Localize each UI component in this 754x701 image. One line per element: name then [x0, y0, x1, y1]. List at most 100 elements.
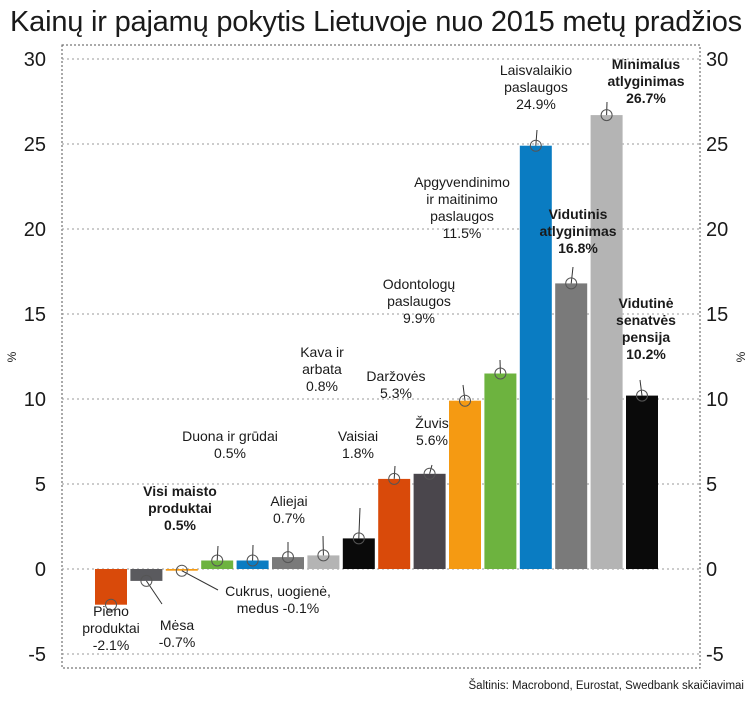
- bar-label: 10.2%: [626, 346, 666, 362]
- value-marker: [423, 467, 436, 480]
- bar-label: Minimalus: [612, 56, 681, 72]
- value-marker: [175, 564, 188, 577]
- bar-label: Vidutinė: [619, 295, 674, 311]
- leader-line: [535, 129, 538, 146]
- bar-label: 1.8%: [342, 445, 374, 461]
- bar-label: 0.5%: [164, 517, 196, 533]
- y-axis-label-right: %: [734, 351, 748, 362]
- bar: [307, 555, 340, 569]
- y-tick-label-left: 20: [24, 219, 46, 241]
- bar-label: Žuvis: [415, 415, 448, 431]
- bar: [555, 283, 588, 569]
- y-axis-label-left: %: [5, 351, 19, 362]
- bar-label: 5.6%: [416, 432, 448, 448]
- bar: [165, 569, 198, 571]
- y-tick-label-right: 20: [706, 219, 728, 241]
- leader-line: [181, 570, 219, 591]
- value-marker: [282, 551, 294, 564]
- y-tick-label-right: 0: [706, 559, 717, 581]
- bar: [626, 395, 658, 569]
- value-marker: [600, 109, 613, 122]
- bar-label: Cukrus, uogienė,: [225, 583, 331, 599]
- bar: [201, 560, 234, 569]
- bar-label: pensija: [622, 329, 670, 345]
- value-marker: [459, 394, 471, 407]
- bar-label: 24.9%: [516, 96, 556, 112]
- y-tick-label-right: 30: [706, 49, 728, 71]
- bar-label: paslaugos: [504, 79, 568, 95]
- bar-label: arbata: [302, 361, 342, 377]
- leader-line: [429, 464, 433, 474]
- value-marker: [636, 389, 648, 402]
- bar: [413, 473, 446, 569]
- bar-label: produktai: [148, 500, 212, 516]
- leader-line: [570, 266, 574, 284]
- value-marker: [494, 367, 507, 380]
- bar-label: atlyginimas: [607, 73, 684, 89]
- bar-label: 0.7%: [273, 510, 305, 526]
- y-tick-label-left: -5: [28, 644, 46, 666]
- leader-line: [393, 465, 396, 479]
- leader-line: [462, 384, 466, 401]
- bar-label: Duona ir grūdai: [182, 428, 278, 444]
- bar-label: 0.5%: [214, 445, 246, 461]
- y-tick-label-right: 10: [706, 389, 728, 411]
- value-marker: [352, 532, 365, 545]
- bar-label: 9.9%: [403, 310, 435, 326]
- value-marker: [388, 472, 401, 485]
- value-marker: [211, 554, 224, 567]
- y-tick-label-left: 5: [35, 474, 46, 496]
- bar-label: atlyginimas: [539, 223, 616, 239]
- bar-label: Odontologų: [383, 276, 456, 292]
- value-marker: [105, 598, 117, 611]
- bar: [519, 145, 552, 569]
- source-note: Šaltinis: Macrobond, Eurostat, Swedbank …: [468, 680, 745, 692]
- value-marker: [140, 574, 153, 587]
- bar: [342, 538, 375, 569]
- bar-label: paslaugos: [387, 293, 451, 309]
- bar-label: Vaisiai: [338, 428, 378, 444]
- bar-label: Laisvalaikio: [500, 62, 573, 78]
- bar-label: Daržovės: [366, 368, 425, 384]
- bar-label: Aliejai: [270, 493, 307, 509]
- value-marker: [246, 554, 259, 567]
- leader-line: [216, 545, 219, 561]
- bar-label: -0.7%: [159, 634, 196, 650]
- bar-label: 0.8%: [306, 378, 338, 394]
- y-tick-label-right: 15: [706, 304, 728, 326]
- bar-label: 26.7%: [626, 90, 666, 106]
- y-tick-label-left: 25: [24, 134, 46, 156]
- y-tick-label-right: 25: [706, 134, 728, 156]
- bar-label: Vidutinis: [549, 206, 608, 222]
- value-marker: [317, 549, 330, 562]
- bar-label: -2.1%: [93, 637, 130, 653]
- bar-label: ir maitinimo: [426, 191, 498, 207]
- leader-line: [145, 580, 163, 605]
- y-tick-label-left: 0: [35, 559, 46, 581]
- leader-line: [639, 379, 643, 396]
- bar-label: Mėsa: [160, 617, 194, 633]
- bar-label: 5.3%: [380, 385, 412, 401]
- value-marker: [529, 139, 542, 152]
- bar-label: medus -0.1%: [237, 600, 319, 616]
- bar-label: 16.8%: [558, 240, 598, 256]
- bar-label: paslaugos: [430, 208, 494, 224]
- bar-label: Apgyvendinimo: [414, 174, 510, 190]
- bar-label: senatvės: [616, 312, 676, 328]
- bar-label: Kava ir: [300, 344, 344, 360]
- y-tick-label-left: 15: [24, 304, 46, 326]
- value-marker: [565, 277, 578, 290]
- bar-label: 11.5%: [443, 225, 482, 241]
- bar-label: produktai: [82, 620, 140, 636]
- bar: [378, 478, 411, 569]
- y-tick-label-left: 30: [24, 49, 46, 71]
- bar-label: Pieno: [93, 603, 129, 619]
- plot-frame: [61, 44, 701, 669]
- y-tick-label-right: 5: [706, 474, 717, 496]
- y-tick-label-left: 10: [24, 389, 46, 411]
- bar: [590, 115, 623, 569]
- chart-title: Kainų ir pajamų pokytis Lietuvoje nuo 20…: [10, 6, 742, 38]
- bar: [236, 560, 269, 569]
- leader-line: [358, 507, 361, 539]
